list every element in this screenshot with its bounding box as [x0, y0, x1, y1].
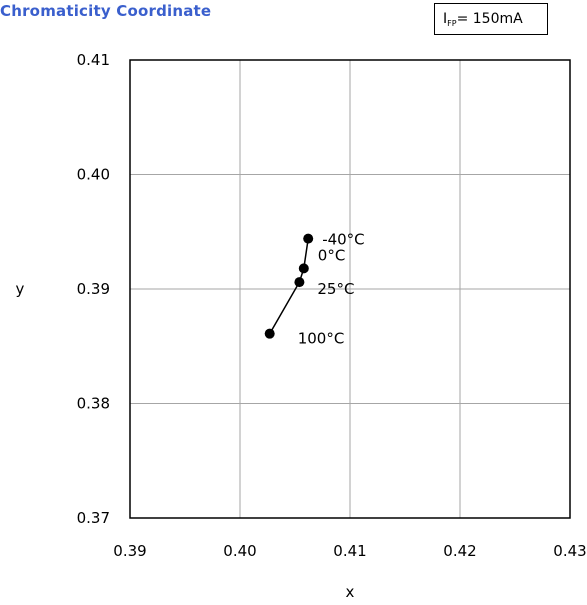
point-label: 25°C	[317, 280, 354, 298]
data-point	[294, 277, 305, 288]
x-axis-label: x	[346, 583, 355, 601]
y-axis-label: y	[16, 280, 25, 298]
x-tick-label: 0.40	[223, 542, 256, 560]
data-point	[298, 263, 309, 274]
condition-box: I FP = 150mA	[434, 3, 548, 35]
x-tick-label: 0.43	[553, 542, 586, 560]
chart-title: Chromaticity Coordinate	[0, 2, 212, 20]
y-tick-label: 0.38	[77, 395, 110, 413]
condition-value: = 150mA	[456, 11, 523, 27]
point-label: -40°C	[322, 231, 364, 249]
x-tick-label: 0.42	[443, 542, 476, 560]
condition-subscript: FP	[447, 18, 457, 28]
data-point	[264, 328, 275, 339]
y-tick-label: 0.39	[77, 280, 110, 298]
plot-frame	[129, 59, 571, 519]
y-tick-label: 0.40	[77, 166, 110, 184]
series-line	[269, 238, 309, 335]
point-label: 0°C	[318, 246, 346, 264]
y-tick-label: 0.37	[77, 509, 110, 527]
x-tick-label: 0.41	[333, 542, 366, 560]
condition-symbol: I	[443, 11, 448, 27]
y-tick-label: 0.41	[77, 51, 110, 69]
point-label: 100°C	[298, 330, 345, 348]
data-point	[303, 233, 314, 244]
x-tick-label: 0.39	[113, 542, 146, 560]
